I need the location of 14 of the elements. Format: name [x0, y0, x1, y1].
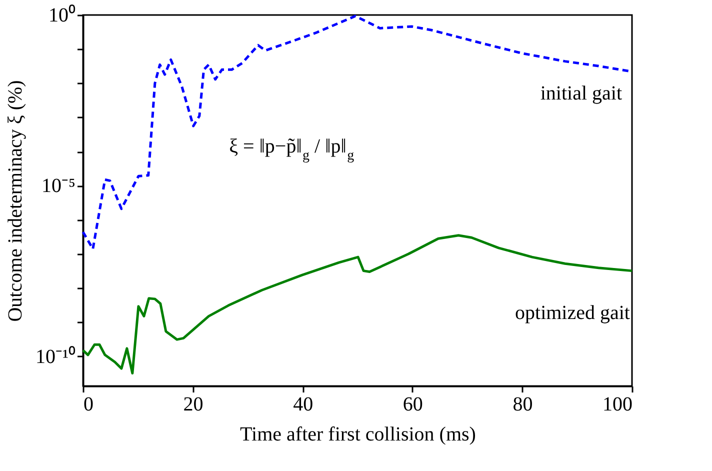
x-tick-label: 0	[84, 394, 94, 416]
y-axis-title: Outcome indeterminacy ξ (%)	[4, 80, 27, 322]
series-label: initial gait	[540, 82, 622, 105]
y-tick-label: 10⁻⁵	[42, 175, 76, 198]
x-tick-label: 60	[402, 394, 423, 416]
x-tick-label: 20	[183, 394, 204, 416]
series-label: optimized gait	[515, 302, 630, 324]
y-tick-label: 10⁻¹⁰	[36, 344, 76, 368]
x-axis-title: Time after first collision (ms)	[240, 424, 476, 446]
y-tick-label: 10⁰	[48, 4, 76, 26]
x-tick-label: 80	[512, 394, 533, 416]
line-series	[82, 234, 634, 374]
x-tick-label: 100	[602, 394, 632, 416]
x-tick-label: 40	[293, 394, 314, 416]
